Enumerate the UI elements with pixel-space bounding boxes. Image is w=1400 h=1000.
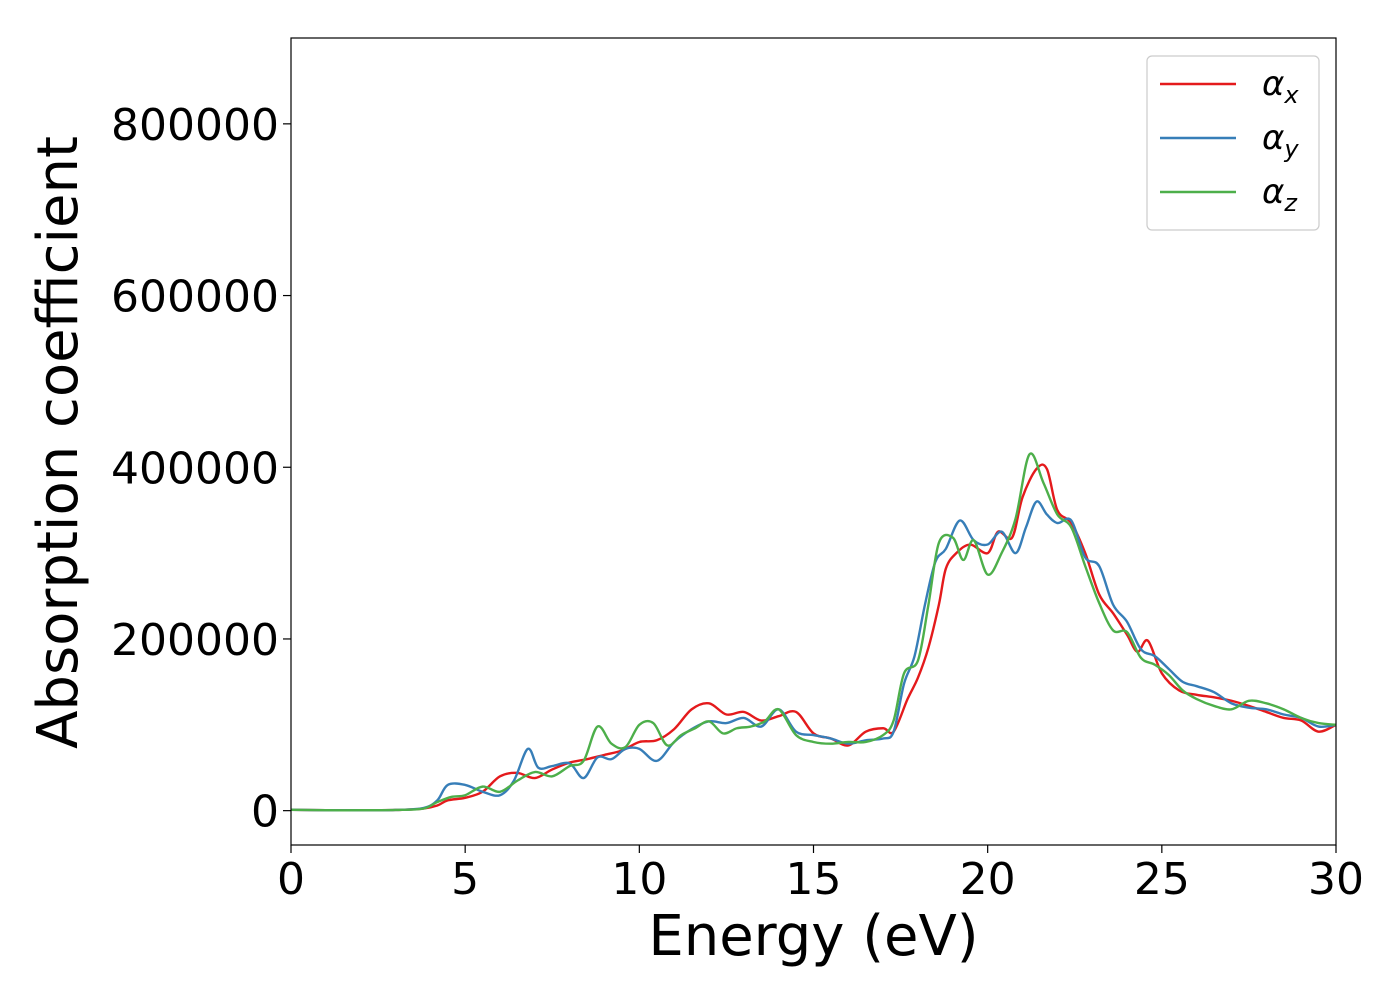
x-tick-label: 15 bbox=[786, 854, 842, 905]
legend-entry: αy bbox=[1160, 118, 1299, 163]
x-tick-label: 20 bbox=[960, 854, 1016, 905]
x-tick-label: 25 bbox=[1134, 854, 1190, 905]
x-tick-label: 30 bbox=[1308, 854, 1364, 905]
x-axis-ticks: 0 5 10 15 20 25 30 bbox=[277, 845, 1364, 905]
series-line-x bbox=[291, 463, 1336, 812]
y-tick-label: 200000 bbox=[111, 615, 279, 666]
y-axis-label: Absorption coefficient bbox=[26, 136, 91, 749]
x-tick-label: 10 bbox=[611, 854, 667, 905]
legend: αx αy αz bbox=[1146, 55, 1320, 231]
x-tick-label: 0 bbox=[277, 854, 305, 905]
legend-box bbox=[1146, 55, 1320, 231]
legend-label: αz bbox=[1262, 172, 1298, 217]
legend-entry: αz bbox=[1160, 172, 1298, 217]
x-tick-label: 5 bbox=[451, 854, 479, 905]
y-axis-ticks: 0 200000 400000 600000 800000 bbox=[111, 100, 291, 838]
x-axis-label: Energy (eV) bbox=[648, 904, 978, 969]
y-tick-label: 400000 bbox=[111, 443, 279, 494]
series-line-y bbox=[291, 500, 1336, 812]
legend-label: αy bbox=[1262, 118, 1299, 163]
series-line-z bbox=[291, 452, 1336, 812]
plot-lines bbox=[291, 452, 1336, 812]
legend-label: αx bbox=[1262, 64, 1299, 109]
y-tick-label: 800000 bbox=[111, 100, 279, 151]
legend-entry: αx bbox=[1160, 64, 1299, 109]
y-tick-label: 600000 bbox=[111, 272, 279, 323]
y-tick-label: 0 bbox=[251, 787, 279, 838]
